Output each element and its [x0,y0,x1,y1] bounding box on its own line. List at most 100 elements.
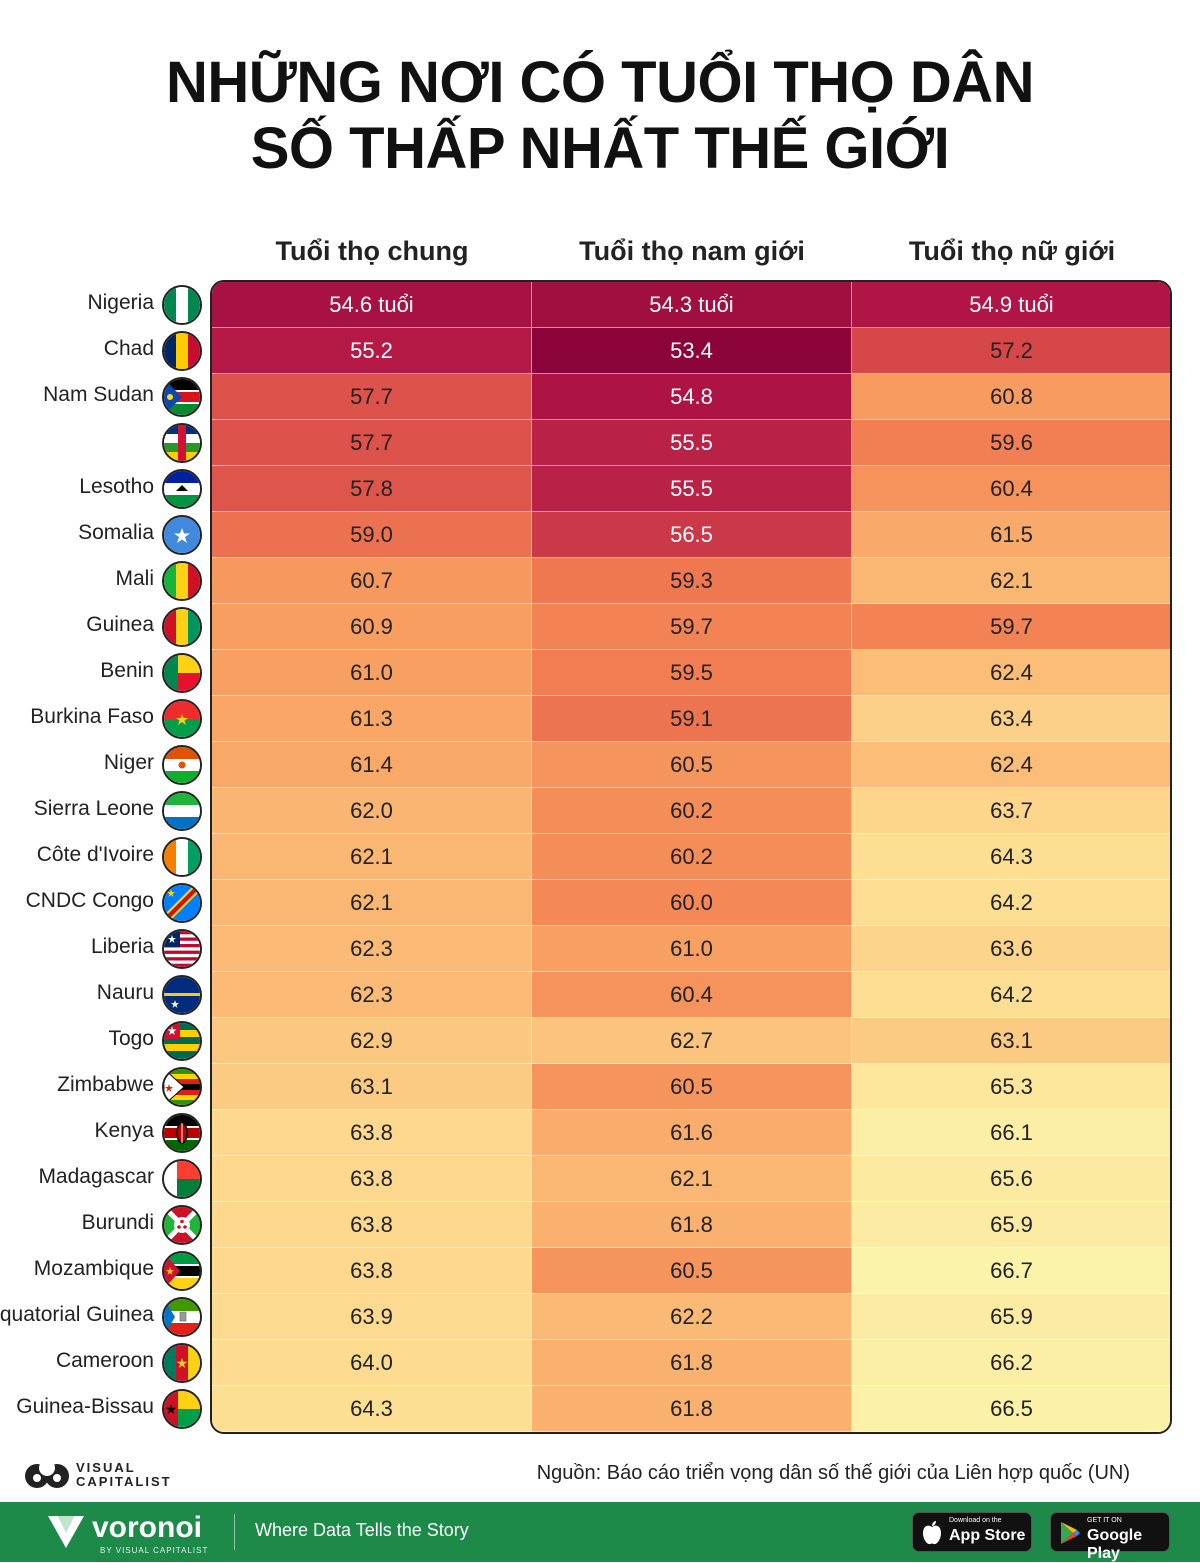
chart-title: NHỮNG NƠI CÓ TUỔI THỌ DÂN SỐ THẤP NHẤT T… [0,50,1200,182]
cell-female: 63.7 [852,788,1170,834]
cell-female: 62.4 [852,650,1170,696]
cell-male: 54.8 [532,374,852,420]
zimbabwe-flag [162,1067,202,1107]
cell-overall: 55.2 [212,328,532,374]
cell-female: 65.6 [852,1156,1170,1202]
mozambique-flag [162,1251,202,1291]
country-label: Nigeria [87,291,154,314]
cell-female: 59.6 [852,420,1170,466]
cell-female: 64.2 [852,972,1170,1018]
cell-male: 56.5 [532,512,852,558]
nauru-flag [162,975,202,1015]
cell-overall: 62.1 [212,880,532,926]
cell-overall: 63.8 [212,1248,532,1294]
cell-female: 65.9 [852,1202,1170,1248]
madagascar-flag [162,1159,202,1199]
burundi-flag [162,1205,202,1245]
cote-divoire-flag [162,837,202,877]
cell-male: 55.5 [532,420,852,466]
country-label: Togo [108,1027,154,1050]
google-play-small: GET IT ON [1087,1517,1122,1524]
title-line-1: NHỮNG NƠI CÓ TUỔI THỌ DÂN [165,50,1035,115]
cell-overall: 64.0 [212,1340,532,1386]
cell-overall: 62.1 [212,834,532,880]
cell-female: 65.9 [852,1294,1170,1340]
country-label: Burundi [81,1211,154,1234]
cell-overall: 57.8 [212,466,532,512]
mali-flag [162,561,202,601]
cell-male: 61.8 [532,1386,852,1432]
cell-male: 60.2 [532,788,852,834]
google-play-button[interactable]: GET IT ON Google Play [1050,1512,1170,1562]
cell-overall: 63.9 [212,1294,532,1340]
cell-male: 60.4 [532,972,852,1018]
cell-male: 60.5 [532,1248,852,1294]
cameroon-flag [162,1343,202,1383]
cell-male: 59.3 [532,558,852,604]
sierra-leone-flag [162,791,202,831]
source-note: Nguồn: Báo cáo triển vọng dân số thế giớ… [536,1462,1130,1484]
cell-female: 60.4 [852,466,1170,512]
country-label: Madagascar [38,1165,154,1188]
app-store-small: Download on the [949,1517,1002,1524]
country-label: Chad [103,337,154,360]
cell-overall: 62.3 [212,972,532,1018]
voronoi-subtitle: BY VISUAL CAPITALIST [100,1546,209,1555]
cell-female: 63.6 [852,926,1170,972]
google-play-big: Google Play [1087,1527,1143,1562]
cell-female: 63.1 [852,1018,1170,1064]
footer-bar: voronoi BY VISUAL CAPITALIST Where Data … [0,1502,1200,1562]
niger-flag [162,745,202,785]
cell-female: 64.2 [852,880,1170,926]
cell-overall: 61.3 [212,696,532,742]
cell-female: 59.7 [852,604,1170,650]
vc-line-2: CAPITALIST [76,1474,172,1489]
cell-male: 54.3 tuổi [532,282,852,328]
country-label: Burkina Faso [30,705,154,728]
somalia-flag [162,515,202,555]
cell-male: 59.7 [532,604,852,650]
cell-male: 60.2 [532,834,852,880]
lesotho-flag [162,469,202,509]
nigeria-flag [162,285,202,325]
cell-male: 61.6 [532,1110,852,1156]
guinea-bissau-flag [162,1389,202,1429]
country-label: Nam Sudan [43,383,154,406]
country-label: Nauru [96,981,154,1004]
vc-mark-icon [25,1460,69,1488]
cell-overall: 62.0 [212,788,532,834]
column-header-overall: Tuổi thọ chung [275,236,469,266]
vc-line-1: VISUAL [76,1460,136,1475]
country-label: Equatorial Guinea [0,1303,154,1326]
cell-female: 66.2 [852,1340,1170,1386]
country-label: Mali [115,567,154,590]
cell-female: 65.3 [852,1064,1170,1110]
country-label: Guinea [86,613,154,636]
country-label: Côte d'Ivoire [36,843,154,866]
cell-male: 59.5 [532,650,852,696]
country-label: Liberia [90,935,154,958]
cell-male: 61.8 [532,1340,852,1386]
app-store-button[interactable]: Download on the App Store [912,1512,1032,1552]
cell-male: 60.5 [532,1064,852,1110]
country-label: Sierra Leone [33,797,154,820]
title-line-2: SỐ THẤP NHẤT THẾ GIỚI [250,116,950,181]
tagline: Where Data Tells the Story [255,1520,469,1540]
central-african-republic-flag [162,423,202,463]
cell-female: 63.4 [852,696,1170,742]
kenya-flag [162,1113,202,1153]
equatorial-guinea-flag [162,1297,202,1337]
country-label: Mozambique [33,1257,154,1280]
cell-male: 61.8 [532,1202,852,1248]
cell-female: 66.7 [852,1248,1170,1294]
cell-female: 61.5 [852,512,1170,558]
cell-female: 57.2 [852,328,1170,374]
south-sudan-flag [162,377,202,417]
guinea-flag [162,607,202,647]
cell-overall: 61.0 [212,650,532,696]
apple-icon [923,1521,941,1545]
cell-male: 53.4 [532,328,852,374]
cell-male: 55.5 [532,466,852,512]
cell-overall: 60.9 [212,604,532,650]
app-store-big: App Store [949,1527,1026,1544]
